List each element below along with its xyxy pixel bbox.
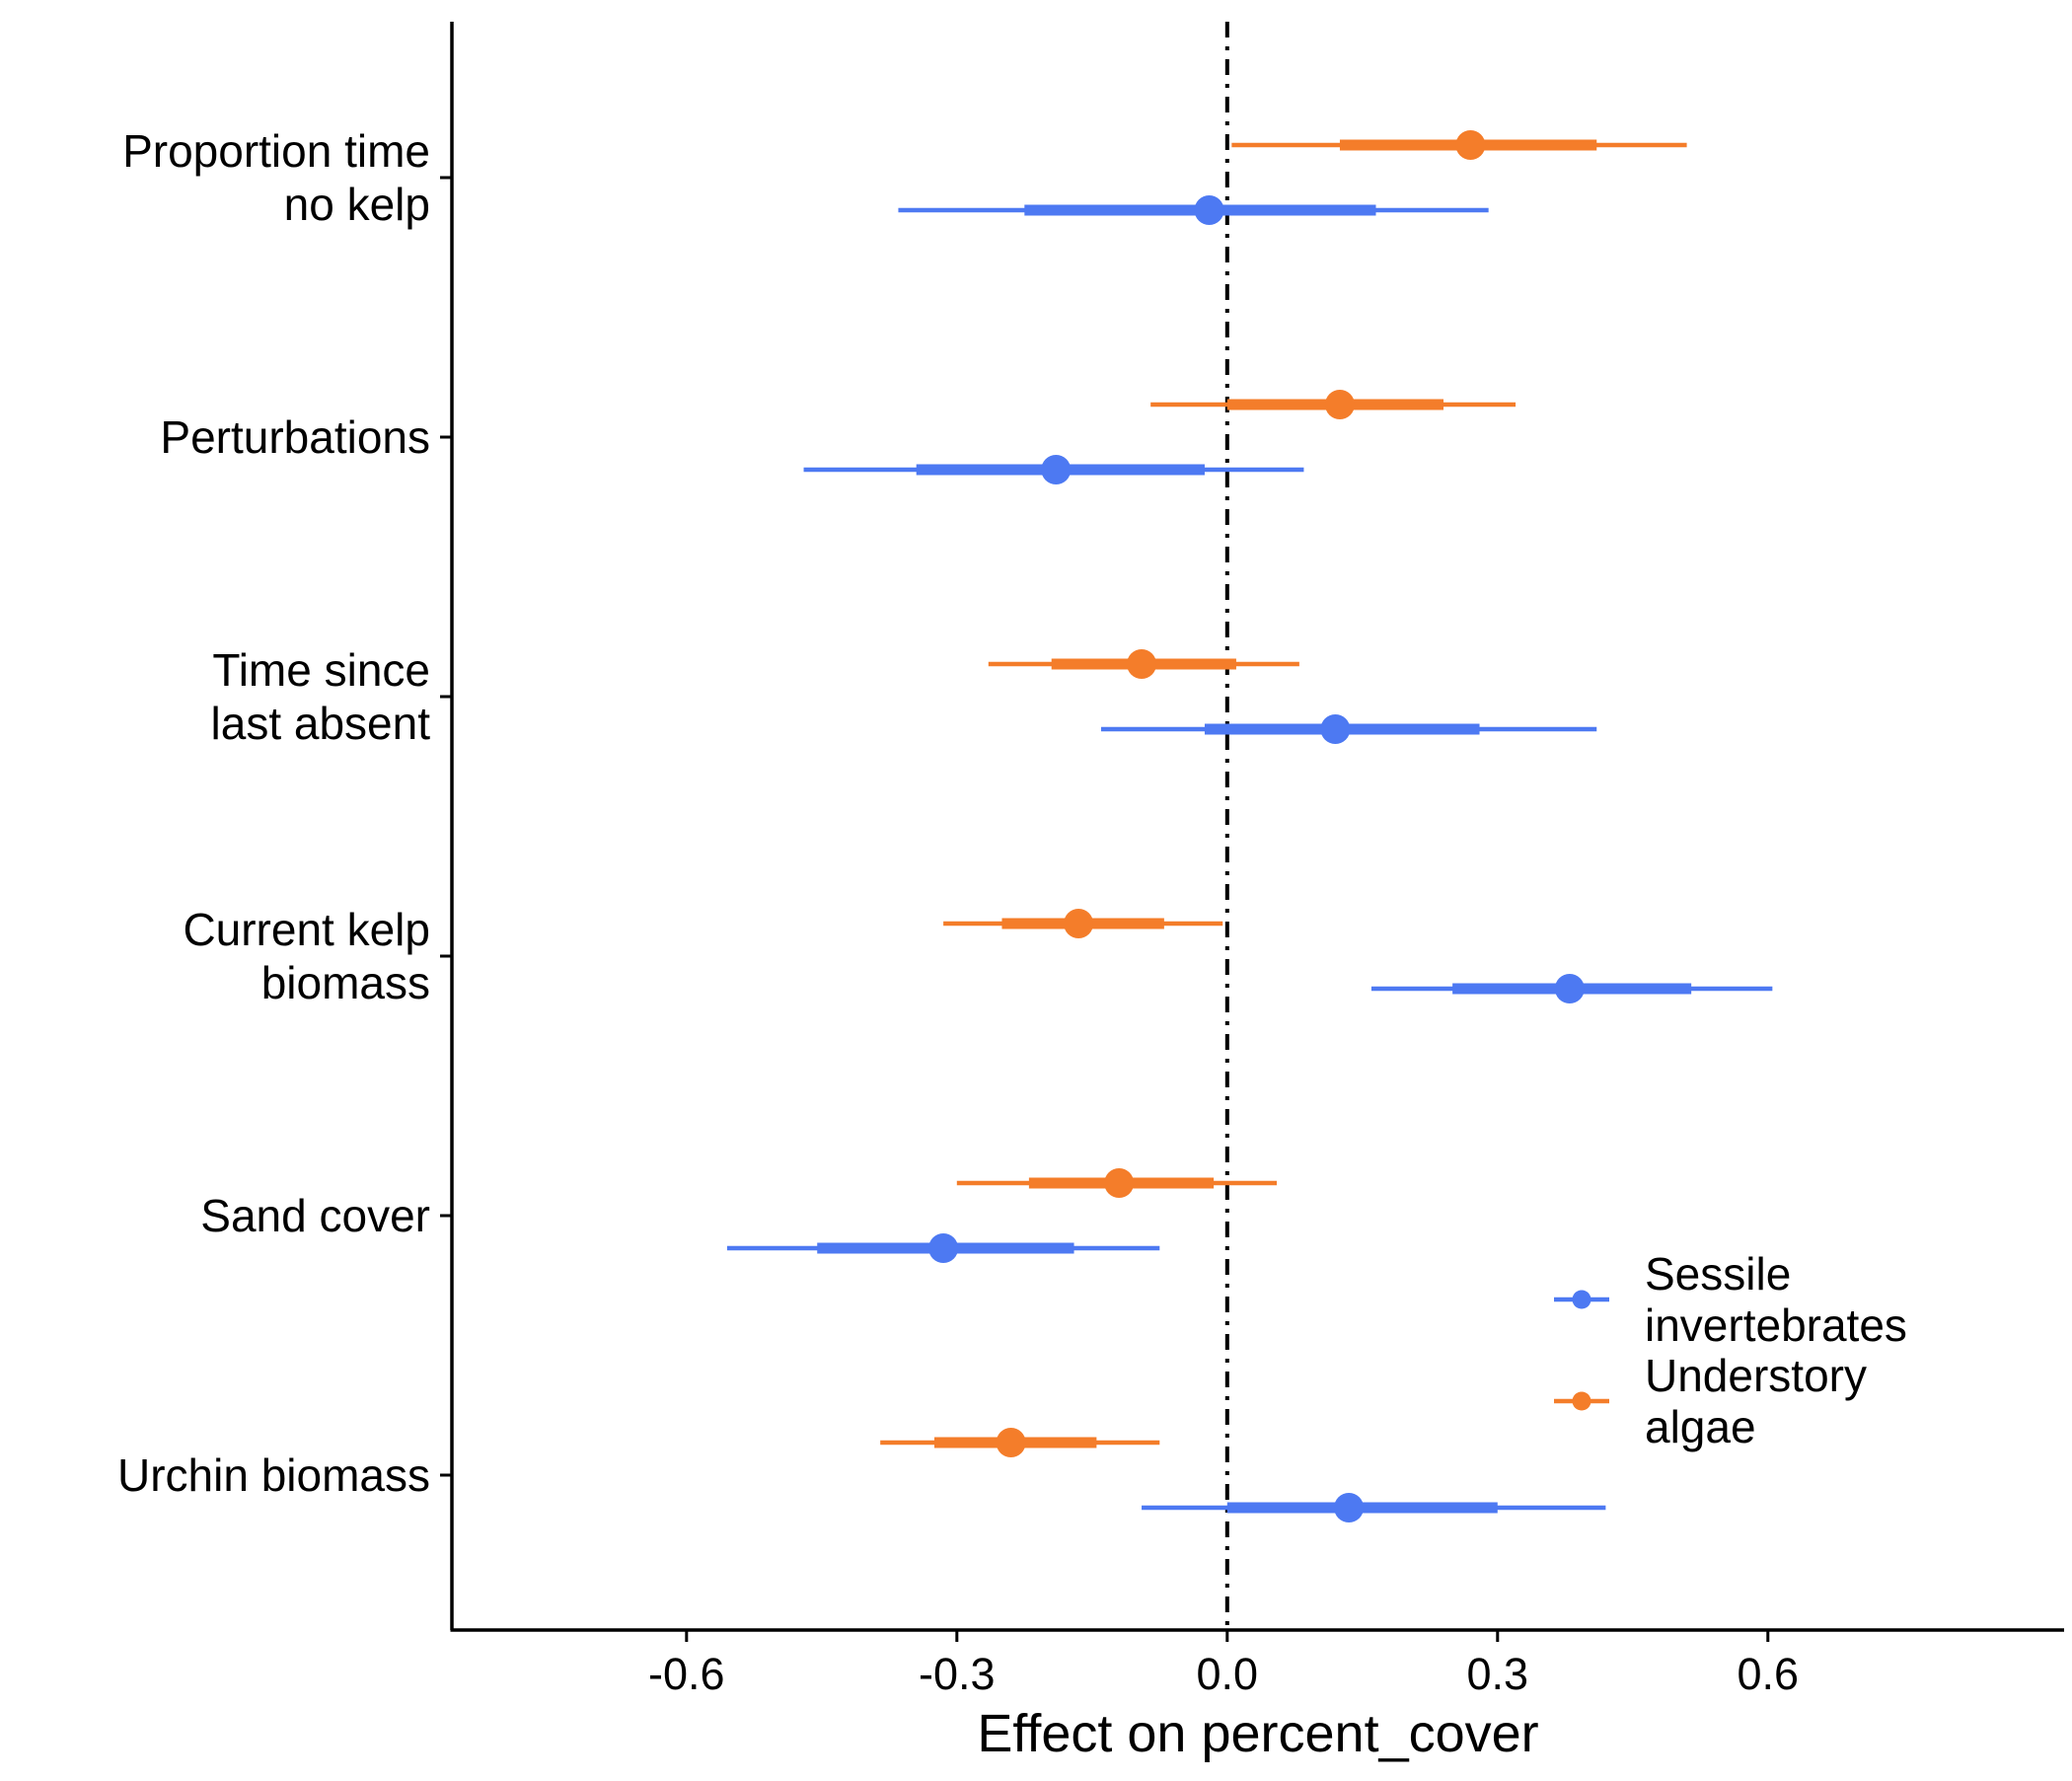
- point-estimate: [928, 1233, 959, 1263]
- legend-key-point: [1572, 1391, 1591, 1411]
- point-estimate: [1320, 714, 1351, 744]
- point-estimate: [1334, 1493, 1365, 1522]
- x-axis-title: Effect on percent_cover: [977, 1704, 1538, 1763]
- point-estimate: [1194, 195, 1224, 225]
- y-tick-label: Perturbations: [160, 411, 430, 463]
- y-tick-label: Sand cover: [200, 1190, 430, 1241]
- point-estimate: [996, 1428, 1026, 1457]
- x-tick-label: -0.6: [648, 1649, 725, 1699]
- series-1: [726, 195, 1773, 1522]
- point-estimate: [1064, 909, 1094, 938]
- x-tick-label: 0.3: [1467, 1649, 1529, 1699]
- x-tick-label: 0.0: [1197, 1649, 1259, 1699]
- point-estimate: [1324, 390, 1355, 419]
- point-estimate: [1554, 974, 1585, 1003]
- legend-key-point: [1572, 1290, 1591, 1309]
- series-0: [880, 130, 1687, 1457]
- point-estimate: [1104, 1168, 1135, 1198]
- x-tick-label: 0.6: [1737, 1649, 1799, 1699]
- point-estimate: [1041, 455, 1072, 484]
- x-tick-label: -0.3: [919, 1649, 996, 1699]
- y-tick-label: Urchin biomass: [117, 1449, 430, 1501]
- y-tick-label: Proportion time no kelp: [122, 125, 430, 230]
- legend-label: Understory algae: [1645, 1350, 1867, 1452]
- point-estimate: [1127, 649, 1157, 679]
- y-tick-label: Time since last absent: [211, 644, 431, 749]
- legend-label: Sessile invertebrates: [1645, 1248, 1907, 1351]
- point-estimate: [1455, 130, 1486, 160]
- y-tick-label: Current kelp biomass: [183, 904, 430, 1008]
